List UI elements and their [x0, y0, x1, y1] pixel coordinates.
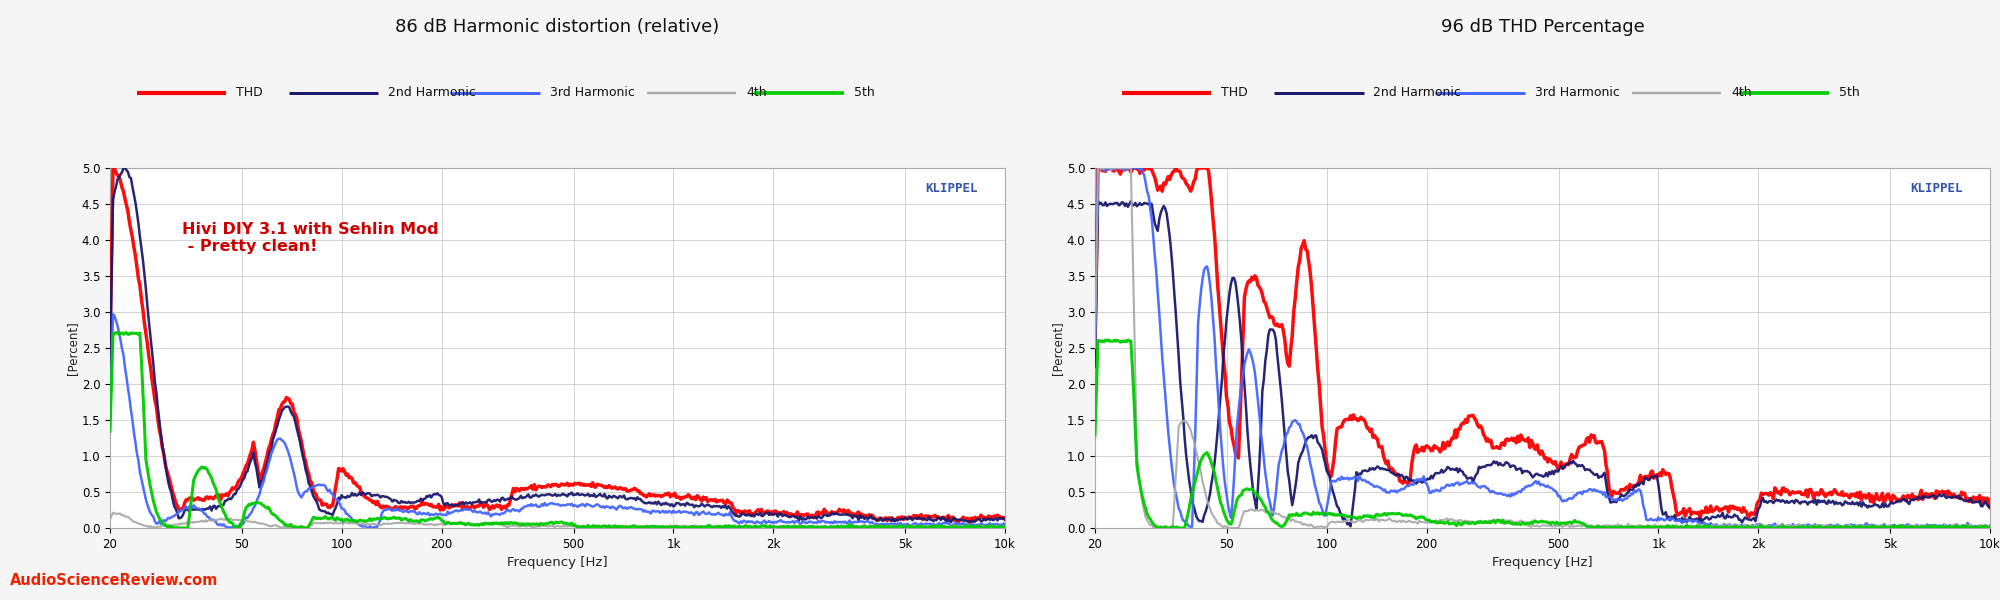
Y-axis label: [Percent]: [Percent]	[1050, 321, 1064, 375]
Text: 86 dB Harmonic distortion (relative): 86 dB Harmonic distortion (relative)	[396, 18, 720, 36]
Text: 96 dB THD Percentage: 96 dB THD Percentage	[1440, 18, 1644, 36]
X-axis label: Frequency [Hz]: Frequency [Hz]	[508, 556, 608, 569]
Text: 2nd Harmonic: 2nd Harmonic	[1374, 86, 1462, 100]
Text: Hivi DIY 3.1 with Sehlin Mod
 - Pretty clean!: Hivi DIY 3.1 with Sehlin Mod - Pretty cl…	[182, 222, 438, 254]
Text: THD: THD	[236, 86, 264, 100]
Text: KLIPPEL: KLIPPEL	[926, 182, 978, 196]
Text: THD: THD	[1222, 86, 1248, 100]
X-axis label: Frequency [Hz]: Frequency [Hz]	[1492, 556, 1592, 569]
Y-axis label: [Percent]: [Percent]	[66, 321, 78, 375]
Text: 5th: 5th	[854, 86, 874, 100]
Text: 5th: 5th	[1838, 86, 1860, 100]
Text: 3rd Harmonic: 3rd Harmonic	[1534, 86, 1620, 100]
Text: 3rd Harmonic: 3rd Harmonic	[550, 86, 634, 100]
Text: 2nd Harmonic: 2nd Harmonic	[388, 86, 476, 100]
Text: AudioScienceReview.com: AudioScienceReview.com	[10, 573, 218, 588]
Text: 4th: 4th	[1732, 86, 1752, 100]
Text: 4th: 4th	[746, 86, 768, 100]
Text: KLIPPEL: KLIPPEL	[1910, 182, 1964, 196]
